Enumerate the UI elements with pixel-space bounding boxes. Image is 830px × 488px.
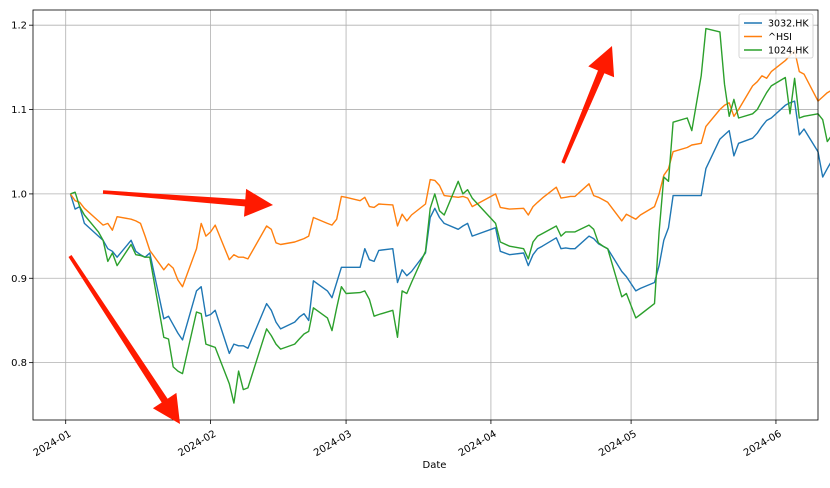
series-line-1 xyxy=(69,49,830,288)
y-tick-label: 1.0 xyxy=(11,189,27,200)
annotation-arrow xyxy=(561,46,615,164)
legend-entry: 3032.HK xyxy=(768,19,809,30)
grid xyxy=(33,10,818,420)
x-axis-label: Date xyxy=(423,460,447,471)
y-tick-label: 1.1 xyxy=(11,105,27,116)
annotation-arrows xyxy=(68,46,615,424)
annotation-arrow xyxy=(68,255,180,424)
series-line-0 xyxy=(69,100,830,355)
plot-frame xyxy=(32,9,819,421)
series-line-2 xyxy=(70,27,830,404)
y-tick-label: 0.9 xyxy=(11,274,27,285)
annotation-arrow xyxy=(102,188,274,217)
legend-entry: 1024.HK xyxy=(768,46,809,57)
y-tick-label: 0.8 xyxy=(11,358,27,369)
legend: 3032.HK ^HSI 1024.HK xyxy=(738,13,814,59)
legend-box xyxy=(738,13,814,59)
legend-entry: ^HSI xyxy=(768,32,792,43)
y-tick-label: 1.2 xyxy=(11,21,27,32)
series-lines xyxy=(69,27,830,404)
